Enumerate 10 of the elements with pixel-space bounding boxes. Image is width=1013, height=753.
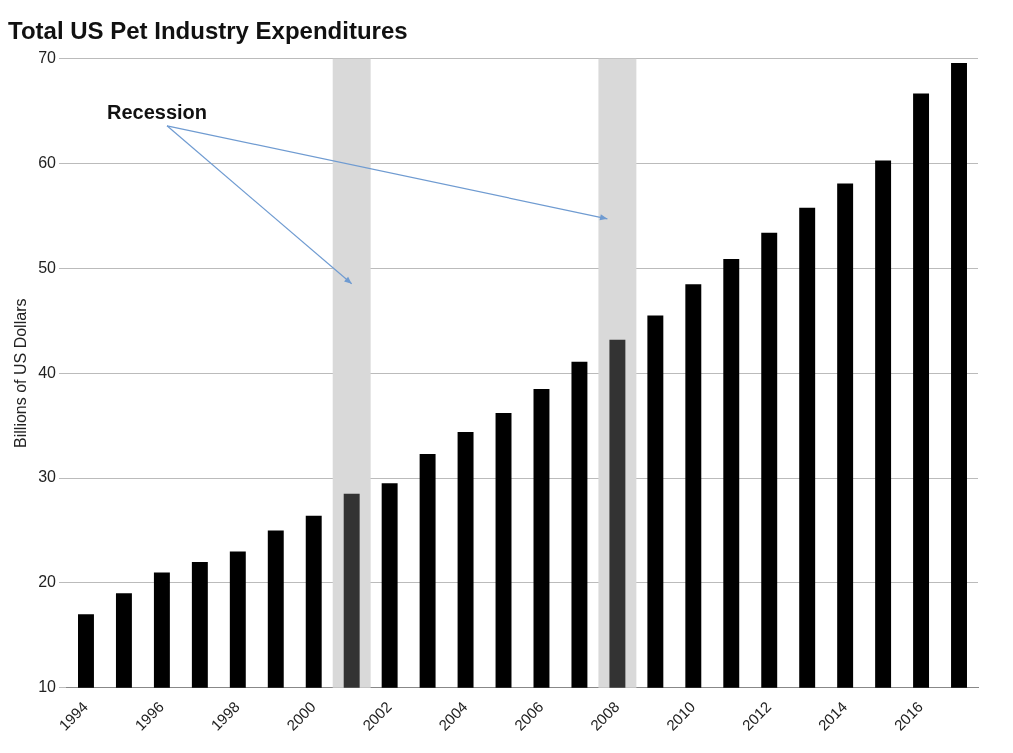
y-tick-label: 10 <box>38 678 57 696</box>
y-axis-title: Billions of US Dollars <box>12 298 30 448</box>
annotation: Recession <box>107 101 208 124</box>
y-tick-label: 70 <box>38 49 57 67</box>
y-tick-label: 60 <box>38 154 57 172</box>
y-tick-label: 20 <box>38 573 57 591</box>
chart-title: Total US Pet Industry Expenditures <box>8 17 408 45</box>
y-tick-label: 40 <box>38 363 57 381</box>
y-tick-label: 50 <box>38 258 57 276</box>
y-tick-label: 30 <box>38 468 57 486</box>
